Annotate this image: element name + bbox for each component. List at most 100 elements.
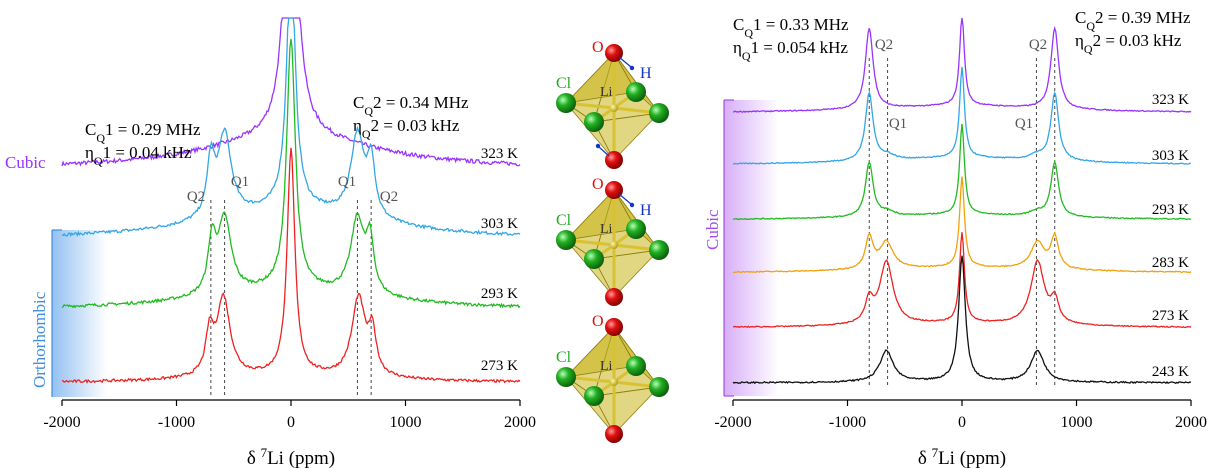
oh-bond bbox=[618, 56, 632, 68]
li-atom bbox=[610, 241, 618, 249]
orthorhombic-phase-band bbox=[52, 230, 107, 397]
cq1-annotation: CQ1 = 0.29 MHz bbox=[85, 120, 201, 145]
o-atom bbox=[605, 181, 623, 199]
cl-atom-label: Cl bbox=[556, 75, 572, 92]
q2-right-label: Q2 bbox=[380, 189, 398, 205]
x-tick-label: 2000 bbox=[504, 414, 536, 431]
li-atom-label: Li bbox=[600, 359, 613, 374]
cl-atom bbox=[584, 249, 604, 269]
x-axis-label: δ 7Li (ppm) bbox=[918, 445, 1006, 468]
h-atom-label: H bbox=[640, 202, 652, 219]
orthorhombic-phase-label: Orthorhombic bbox=[30, 291, 49, 388]
spectrum-283k bbox=[732, 176, 1192, 274]
li-atom bbox=[610, 378, 618, 386]
cq2-annotation: CQ2 = 0.39 MHz bbox=[1075, 8, 1191, 33]
temperature-label: 273 K bbox=[1152, 308, 1189, 324]
x-tick-label: -2000 bbox=[714, 414, 751, 431]
lithium-octahedra-structures: H O Cl Li H O Cl Li O Cl Li bbox=[556, 39, 669, 443]
cl-atom bbox=[556, 367, 576, 387]
cq2-annotation: CQ2 = 0.34 MHz bbox=[353, 93, 469, 118]
spectrum-293k bbox=[732, 123, 1192, 221]
eta2-annotation: ηQ2 = 0.03 kHz bbox=[353, 116, 460, 141]
x-axis-ticks: -2000 -1000 0 1000 2000 bbox=[43, 400, 536, 431]
spectrum-273k bbox=[61, 147, 521, 384]
o-atom bbox=[605, 44, 623, 62]
octahedron-structure: H O Cl Li bbox=[556, 39, 669, 169]
cl-atom bbox=[556, 230, 576, 250]
oh-bond bbox=[618, 193, 632, 205]
temperature-label: 323 K bbox=[1152, 92, 1189, 108]
temperature-label: 323 K bbox=[481, 146, 518, 162]
octahedron-face bbox=[593, 249, 661, 298]
cl-atom bbox=[556, 93, 576, 113]
q2-right-label: Q2 bbox=[1029, 37, 1047, 53]
octahedron-structure: H O Cl Li bbox=[556, 176, 669, 306]
temperature-label: 293 K bbox=[1152, 202, 1189, 218]
spectrum-323k bbox=[732, 17, 1192, 113]
octahedron-structure: O Cl Li bbox=[556, 313, 669, 443]
o-atom bbox=[605, 151, 623, 169]
cl-atom bbox=[584, 112, 604, 132]
q-guide-lines bbox=[210, 200, 372, 395]
li-atom-label: Li bbox=[600, 222, 613, 237]
x-axis-label: δ 7Li (ppm) bbox=[247, 445, 335, 468]
spectrum-303k bbox=[61, 17, 521, 238]
cl-atom bbox=[626, 356, 646, 376]
octahedron-face bbox=[564, 189, 637, 241]
octahedron-face bbox=[564, 326, 637, 378]
h-atom bbox=[629, 65, 635, 71]
temperature-label: 243 K bbox=[1152, 364, 1189, 380]
spectrum-traces bbox=[61, 17, 521, 384]
cl-atom bbox=[584, 386, 604, 406]
temperature-label: 303 K bbox=[1152, 148, 1189, 164]
o-atom bbox=[605, 425, 623, 443]
cl-atom-label: Cl bbox=[556, 349, 572, 366]
cl-atom bbox=[626, 82, 646, 102]
o-atom bbox=[605, 318, 623, 336]
temperature-label: 283 K bbox=[1152, 255, 1189, 271]
spectrum-273k bbox=[732, 232, 1192, 329]
left-spectra-panel: 323 K 303 K 293 K 273 K -2000 -1000 0 1000 2000… bbox=[5, 17, 536, 468]
eta1-annotation: ηQ1 = 0.04 kHz bbox=[85, 143, 192, 168]
li-atom-label: Li bbox=[600, 85, 613, 100]
cl-atom-label: Cl bbox=[556, 212, 572, 229]
octahedron-face bbox=[593, 112, 661, 161]
cubic-phase-band bbox=[724, 100, 779, 396]
spectrum-243k bbox=[732, 255, 1192, 385]
q2-left-label: Q2 bbox=[875, 37, 893, 53]
o-atom-label: O bbox=[592, 313, 604, 330]
x-tick-label: -2000 bbox=[43, 414, 80, 431]
x-tick-label: 1000 bbox=[390, 414, 422, 431]
q2-left-label: Q2 bbox=[187, 189, 205, 205]
spectrum-traces bbox=[732, 17, 1192, 385]
right-spectra-panel: 323 K 303 K 293 K 283 K 273 K 243 K -2000 -100… bbox=[703, 8, 1207, 468]
cl-atom bbox=[649, 377, 669, 397]
spectrum-303k bbox=[732, 66, 1192, 165]
octahedron-face bbox=[564, 52, 637, 104]
x-tick-label: 2000 bbox=[1175, 414, 1207, 431]
o-atom-label: O bbox=[592, 176, 604, 193]
x-tick-label: -1000 bbox=[158, 414, 195, 431]
cl-atom bbox=[649, 240, 669, 260]
eta1-annotation: ηQ1 = 0.054 kHz bbox=[733, 38, 848, 63]
li-atom bbox=[610, 104, 618, 112]
temperature-labels: 323 K 303 K 293 K 273 K bbox=[481, 146, 518, 374]
x-tick-label: -1000 bbox=[829, 414, 866, 431]
q-guide-lines bbox=[868, 58, 1056, 385]
cubic-phase-label: Cubic bbox=[5, 153, 46, 172]
oh-bond bbox=[598, 146, 610, 157]
o-atom bbox=[605, 288, 623, 306]
temperature-label: 303 K bbox=[481, 216, 518, 232]
cl-atom bbox=[649, 103, 669, 123]
cl-atom bbox=[626, 219, 646, 239]
eta2-annotation: ηQ2 = 0.03 kHz bbox=[1075, 31, 1182, 56]
q1-right-label: Q1 bbox=[338, 174, 356, 190]
h-atom bbox=[595, 143, 601, 149]
q1-left-label: Q1 bbox=[231, 174, 249, 190]
x-tick-label: 0 bbox=[958, 414, 966, 431]
o-atom-label: O bbox=[592, 39, 604, 56]
h-atom bbox=[629, 202, 635, 208]
temperature-label: 273 K bbox=[481, 358, 518, 374]
q1-right-label: Q1 bbox=[1015, 116, 1033, 132]
